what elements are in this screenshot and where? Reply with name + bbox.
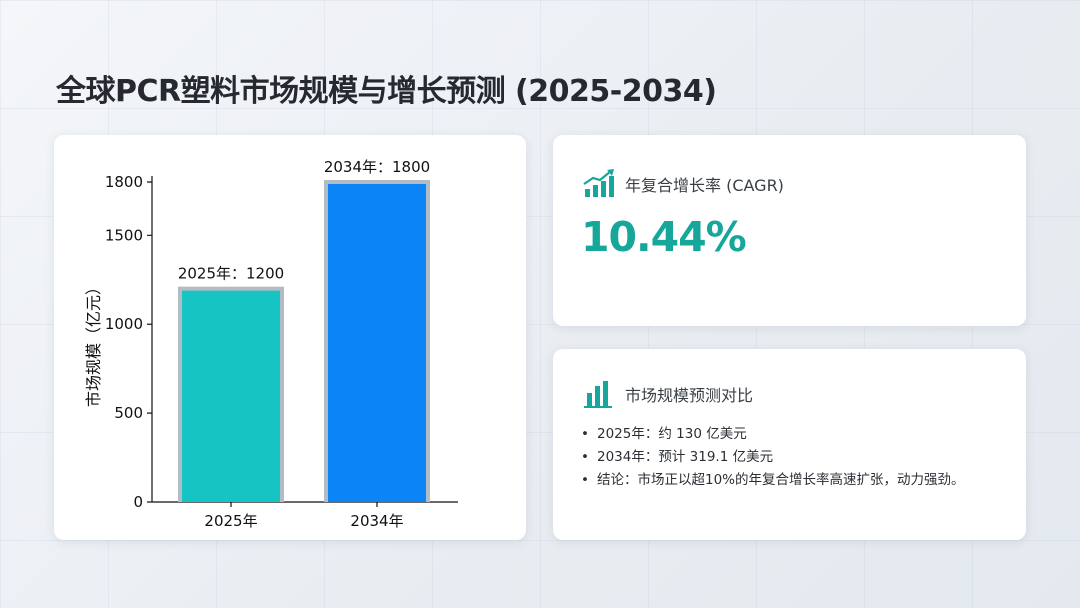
bullet-dot: • [581,472,589,488]
chart-card: 0 500 1000 1500 1800 2025年：1200 2025年 2034年：180… [54,135,526,540]
bar-chart-icon [583,379,615,409]
compare-list: • 2025年：约 130 亿美元 • 2034年：预计 319.1 亿美元 • 结论… [579,424,1009,493]
compare-card: 市场规模预测对比 • 2025年：约 130 亿美元 • 2034年：预计 319.… [553,349,1026,540]
y-tick-label: 0 [133,493,143,511]
bullet-dot: • [581,449,589,465]
bar [328,184,426,502]
bar [182,290,280,502]
bullet-dot: • [581,426,589,442]
x-tick-label: 2034年 [350,512,403,530]
page-title: 全球PCR塑料市场规模与增长预测 (2025-2034) [56,74,717,109]
list-item-text: 2025年：约 130 亿美元 [597,426,747,442]
compare-label: 市场规模预测对比 [625,386,754,405]
y-tick-label: 1500 [105,226,143,244]
cagr-label: 年复合增长率 (CAGR) [625,176,784,195]
cagr-card: 年复合增长率 (CAGR) 10.44% [553,135,1026,326]
list-item: • 2025年：约 130 亿美元 [579,424,1009,445]
line-chart-up-icon [583,169,615,199]
cagr-value: 10.44% [581,213,747,261]
list-item-text: 结论：市场正以超10%的年复合增长率高速扩张，动力强劲。 [597,472,965,488]
list-item: • 2034年：预计 319.1 亿美元 [579,447,1009,468]
x-tick-label: 2025年 [204,512,257,530]
bar-chart: 0 500 1000 1500 1800 2025年：1200 2025年 2034年：180… [105,158,458,530]
y-tick-label: 1800 [105,173,143,191]
bar-value-label: 2025年：1200 [178,265,284,283]
list-item: • 结论：市场正以超10%的年复合增长率高速扩张，动力强劲。 [579,470,1009,491]
y-axis-label: 市场规模（亿元） [84,278,103,408]
y-tick-label: 500 [114,404,143,422]
y-tick-label: 1000 [105,315,143,333]
list-item-text: 2034年：预计 319.1 亿美元 [597,449,774,465]
bar-value-label: 2034年：1800 [324,158,430,176]
